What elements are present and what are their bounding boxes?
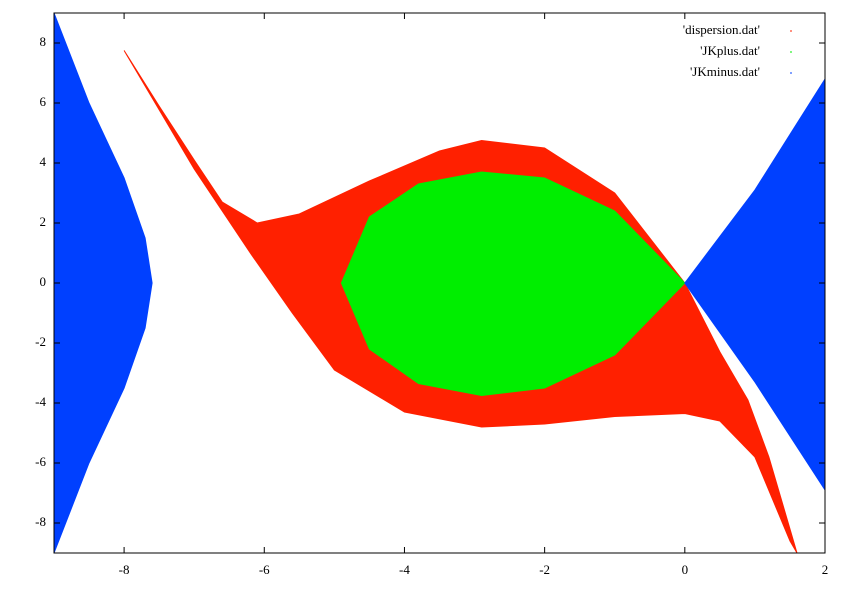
x-tick-label: -4: [399, 562, 410, 577]
legend-label: 'dispersion.dat': [683, 22, 760, 37]
y-tick-label: 0: [40, 274, 47, 289]
y-tick-label: 6: [40, 94, 47, 109]
legend-label: 'JKminus.dat': [690, 64, 760, 79]
region: [54, 13, 825, 553]
y-tick-label: 8: [40, 34, 47, 49]
y-tick-label: -6: [35, 454, 46, 469]
y-tick-label: -4: [35, 394, 46, 409]
x-tick-label: -8: [119, 562, 130, 577]
x-tick-label: 2: [822, 562, 829, 577]
x-tick-label: -6: [259, 562, 270, 577]
y-tick-label: -8: [35, 514, 46, 529]
y-tick-label: 4: [40, 154, 47, 169]
y-tick-label: -2: [35, 334, 46, 349]
region: [340, 171, 686, 397]
plot-area: [54, 13, 825, 553]
y-tick-label: 2: [40, 214, 47, 229]
legend-label: 'JKplus.dat': [700, 43, 760, 58]
x-tick-label: -2: [539, 562, 550, 577]
x-tick-label: 0: [682, 562, 689, 577]
